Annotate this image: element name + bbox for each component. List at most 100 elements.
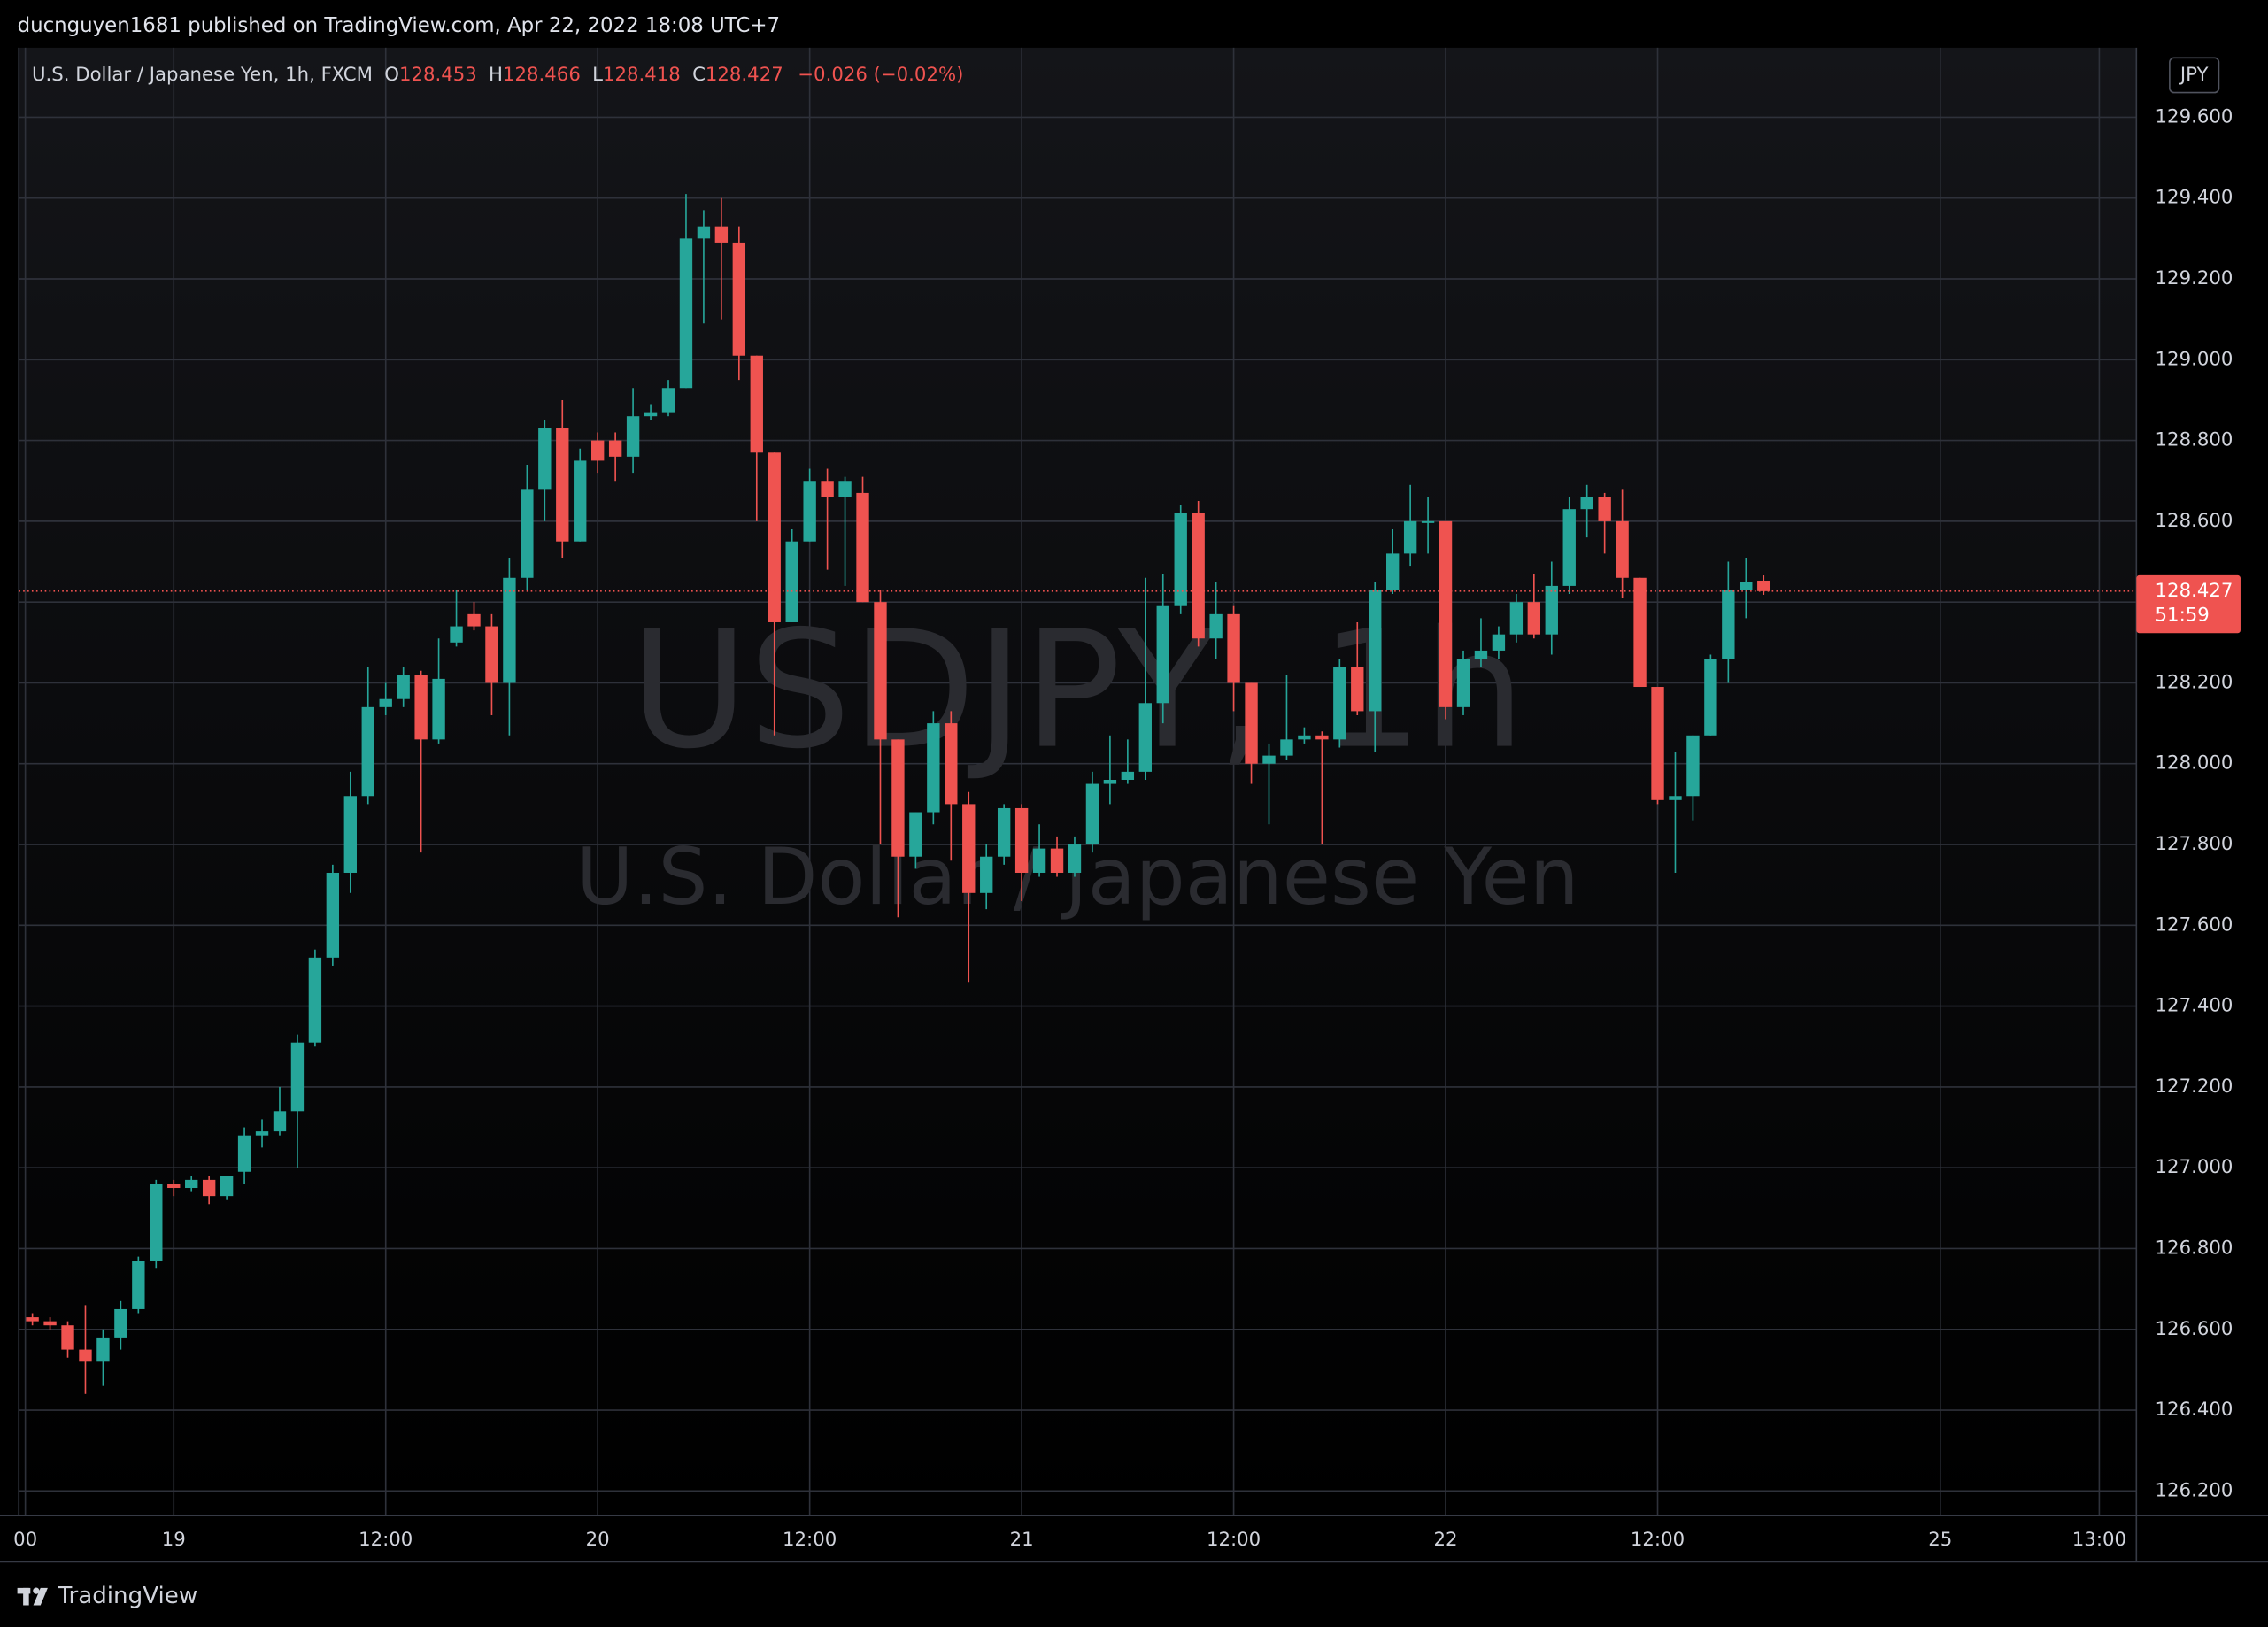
watermark: USDJPY, 1h	[629, 597, 1525, 785]
candle-body	[96, 1337, 110, 1362]
candle-body	[1174, 513, 1187, 606]
published-line: ducnguyen1681 published on TradingView.c…	[18, 14, 780, 37]
tradingview-logo	[17, 1587, 48, 1606]
candle-body	[821, 481, 834, 497]
y-tick-label: 129.600	[2156, 105, 2233, 127]
candle-body	[644, 412, 658, 417]
currency[interactable]: JPY	[2179, 64, 2210, 86]
y-tick-label: 127.200	[2156, 1076, 2233, 1098]
candle-body	[1598, 497, 1611, 521]
candle-body	[538, 428, 552, 490]
candle-body	[626, 416, 640, 457]
candle-body	[1138, 703, 1152, 772]
candle-body	[361, 706, 374, 797]
candle-body	[26, 1317, 39, 1322]
candle-body	[220, 1176, 234, 1197]
candle-body	[450, 626, 463, 643]
candle-body	[1386, 553, 1400, 590]
candle-body	[697, 226, 711, 239]
candle-body	[343, 796, 357, 873]
candle-body	[1085, 783, 1099, 845]
candle-body	[414, 675, 428, 740]
candle-body	[1669, 796, 1682, 800]
x-tick-label: 00	[13, 1529, 37, 1551]
candle-body	[679, 238, 693, 389]
candle-body	[574, 460, 587, 542]
candle-body	[1262, 755, 1276, 764]
x-tick-label: 12:00	[783, 1529, 837, 1551]
price-tag-value: 128.427	[2156, 580, 2233, 602]
candle-body	[1280, 739, 1293, 756]
x-tick-label: 19	[162, 1529, 186, 1551]
candle-body	[1545, 585, 1558, 635]
candle-body	[1616, 520, 1629, 578]
logo-slash	[33, 1587, 48, 1606]
candle-body	[1651, 687, 1664, 800]
candle-body	[874, 602, 887, 740]
footer-brand: TradingView	[57, 1583, 197, 1609]
y-tick-label: 129.200	[2156, 267, 2233, 289]
y-tick-label: 127.400	[2156, 995, 2233, 1017]
candle-body	[750, 355, 763, 453]
candle-body	[1456, 659, 1470, 707]
candle-body	[150, 1184, 163, 1261]
currency-box[interactable]	[2169, 57, 2220, 94]
candle-body	[521, 489, 534, 578]
y-tick-label: 128.200	[2156, 671, 2233, 693]
candle-body	[255, 1131, 269, 1136]
candle-body	[1740, 582, 1753, 590]
candle-body	[1298, 735, 1311, 740]
legend-change: −0.026 (−0.02%)	[798, 64, 963, 86]
candle-body	[803, 481, 816, 542]
candle-body	[1315, 735, 1329, 740]
candle-body	[43, 1321, 57, 1326]
candle-body	[1474, 650, 1488, 659]
y-tick-label: 127.600	[2156, 914, 2233, 936]
legend: U.S. Dollar / Japanese Yen, 1h, FXCM O12…	[32, 64, 963, 86]
candle-body	[202, 1179, 216, 1197]
candle-body	[467, 613, 481, 627]
candle-body	[1209, 613, 1223, 639]
candle-body	[1527, 602, 1541, 635]
y-tick-label: 127.800	[2156, 833, 2233, 855]
candle-body	[556, 428, 569, 542]
candle-body	[1068, 844, 1082, 873]
candle-body	[1757, 580, 1770, 591]
x-tick-label: 25	[1928, 1529, 1952, 1551]
candle-body	[1421, 520, 1435, 523]
candle-body	[980, 856, 993, 893]
candle-body	[661, 388, 675, 413]
legend-key: O	[384, 64, 399, 86]
candle-body	[608, 440, 622, 457]
candle-body	[1580, 497, 1593, 510]
legend-value: 128.466	[503, 64, 581, 86]
x-tick-label: 12:00	[1631, 1529, 1685, 1551]
candle-body	[326, 872, 340, 958]
y-tick-label: 126.200	[2156, 1479, 2233, 1501]
x-tick-label: 12:00	[359, 1529, 413, 1551]
candle-body	[997, 807, 1011, 857]
candle-body	[714, 226, 729, 243]
price-tag-countdown: 51:59	[2156, 605, 2210, 627]
candle-body	[927, 723, 940, 813]
candle-body	[768, 452, 781, 622]
candles	[26, 194, 1770, 1394]
candle-body	[591, 440, 605, 461]
candle-body	[1403, 520, 1417, 554]
candle-body	[1369, 590, 1382, 712]
legend-value: 128.418	[603, 64, 681, 86]
candle-body	[1351, 667, 1364, 712]
y-tick-label: 128.800	[2156, 429, 2233, 451]
candle-body	[962, 804, 976, 893]
candle-body	[1014, 807, 1029, 873]
legend-key: H	[489, 64, 503, 86]
y-tick-label: 127.000	[2156, 1156, 2233, 1178]
candle-body	[838, 481, 852, 497]
candle-body	[1121, 771, 1135, 781]
legend-value: 128.453	[399, 64, 477, 86]
legend-key: L	[592, 64, 603, 86]
candle-body	[1509, 602, 1524, 635]
candle-body	[1245, 682, 1258, 764]
candle-body	[1704, 659, 1717, 736]
